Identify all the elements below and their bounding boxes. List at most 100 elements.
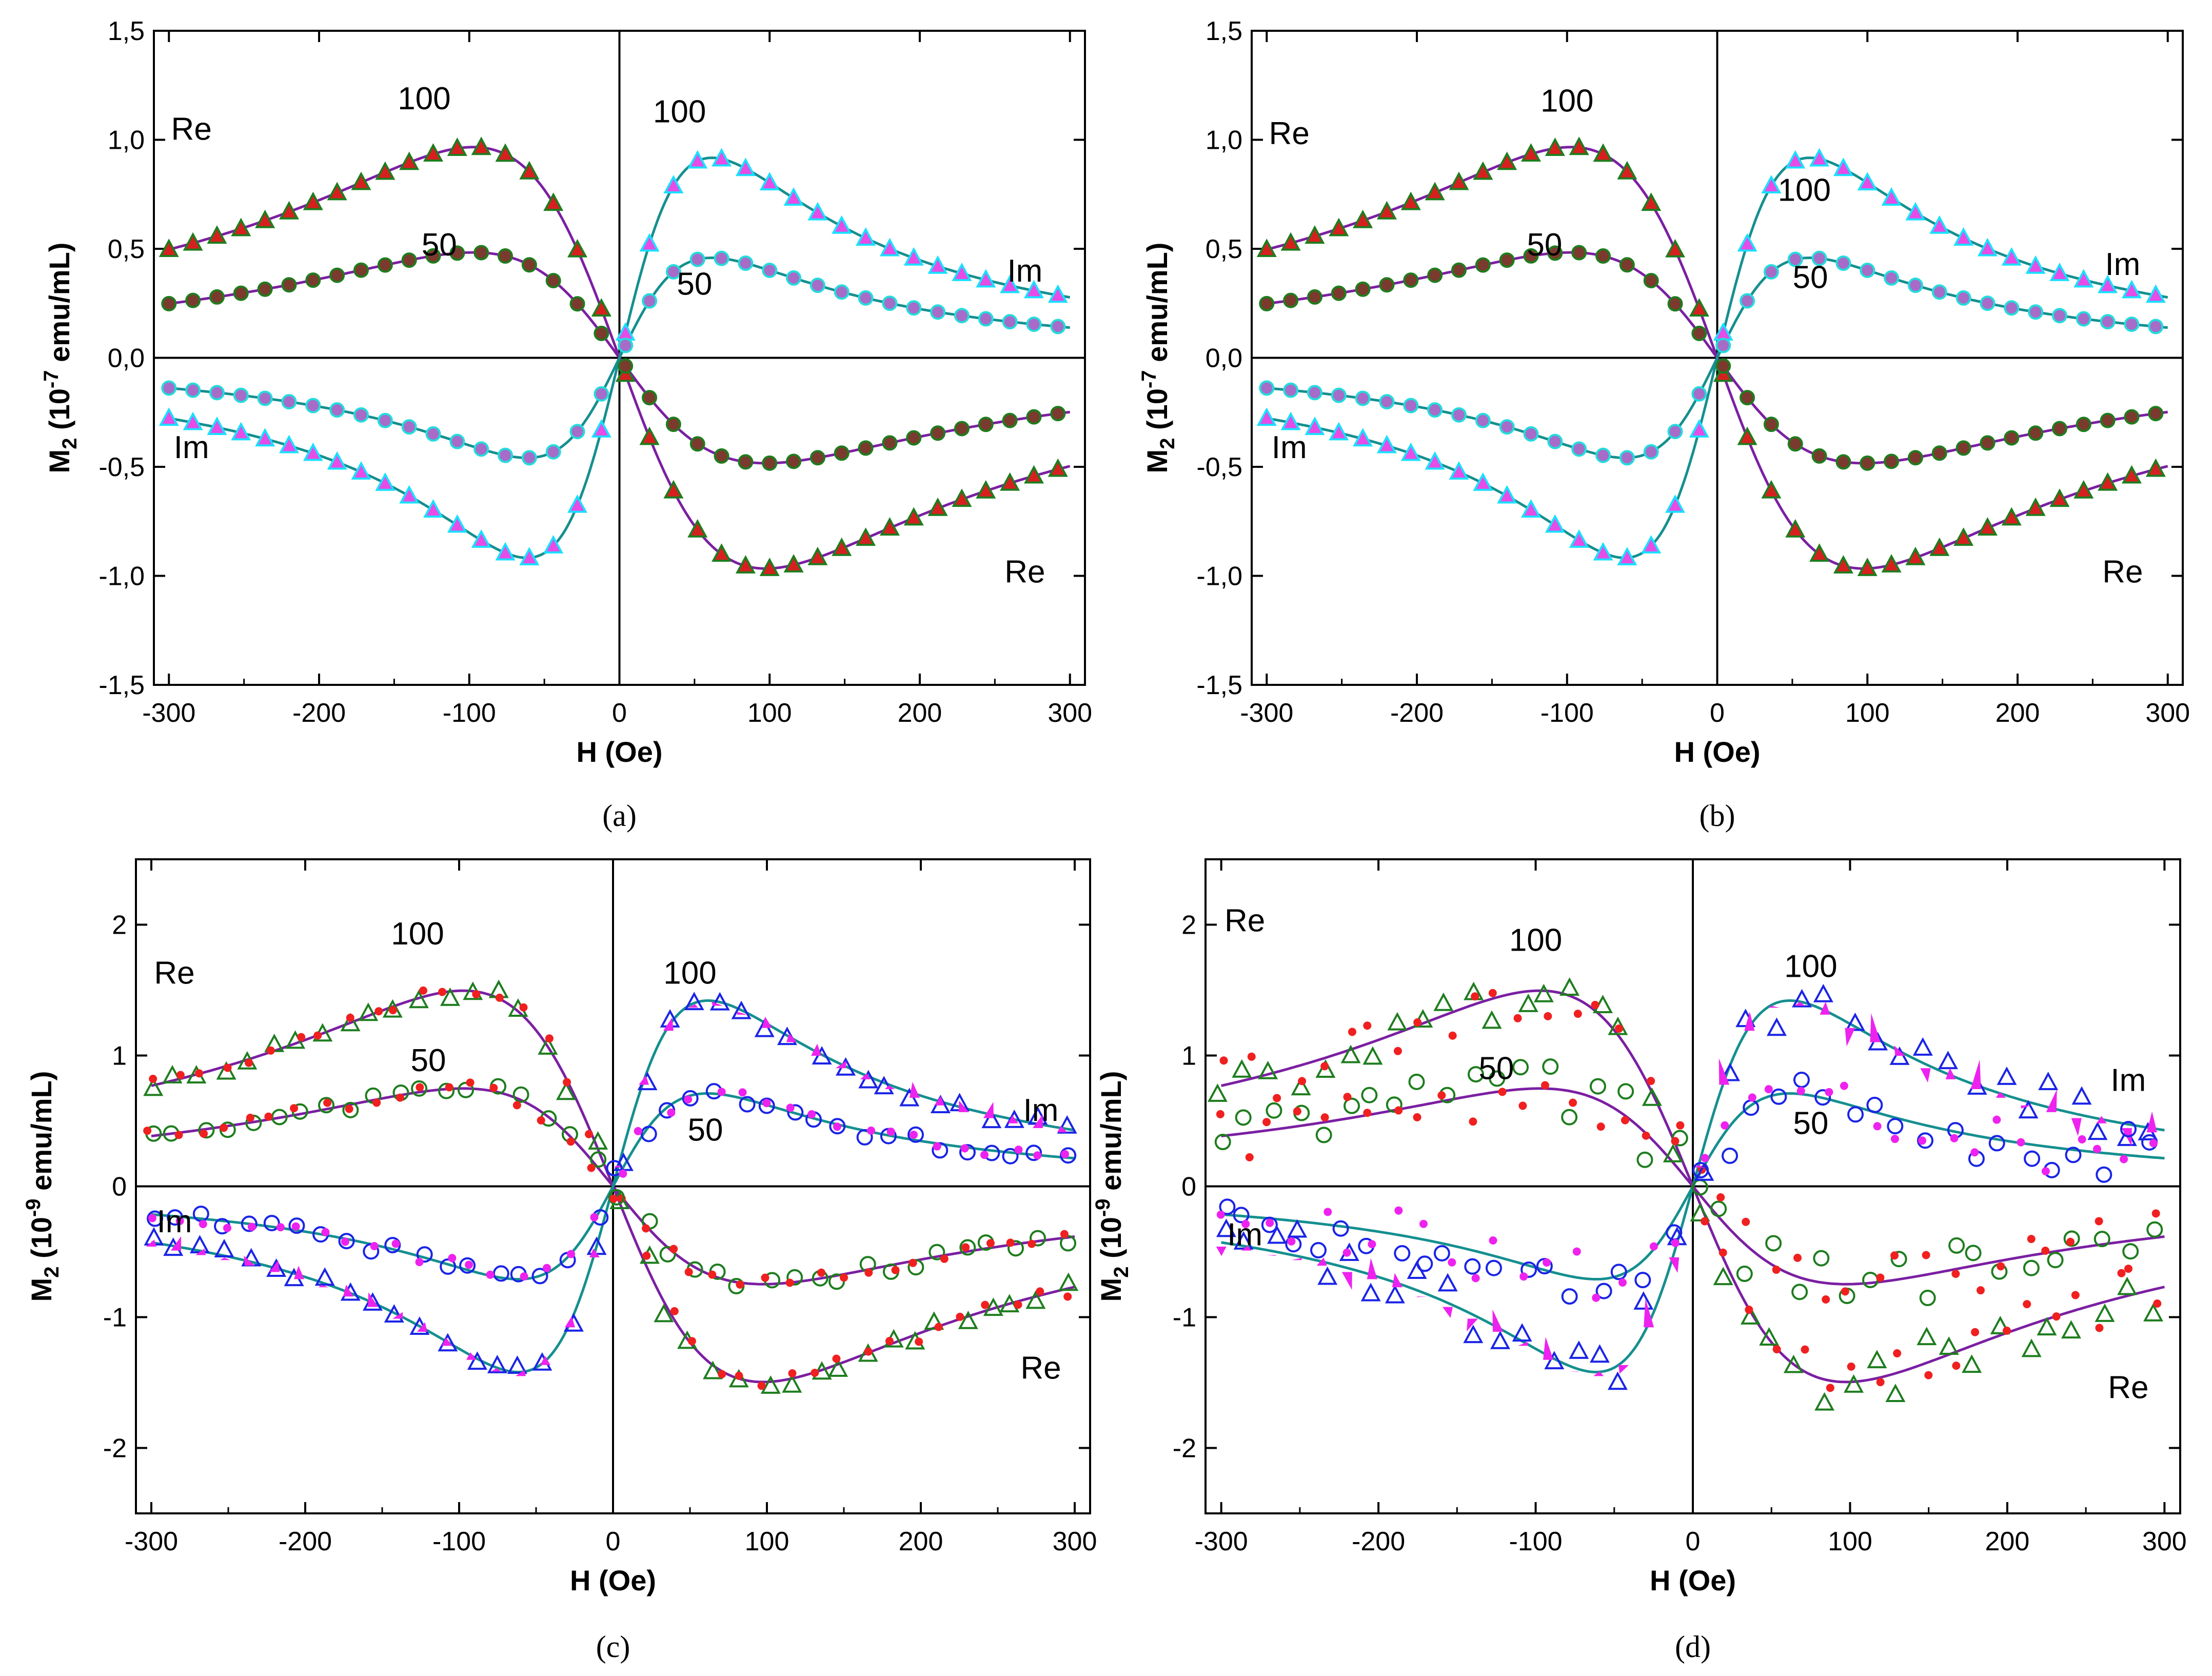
curve-annotation: Im xyxy=(2110,1062,2146,1098)
data-point-im-50-dot xyxy=(867,1126,876,1135)
data-point-re-50-dot xyxy=(246,1113,254,1122)
data-point-re-100-open xyxy=(588,1131,608,1150)
data-point-re-100-open xyxy=(924,1311,944,1330)
y-tick-label: 1,5 xyxy=(108,16,145,46)
data-point-im-100-filled xyxy=(589,1248,600,1258)
data-point-re-100-dot xyxy=(195,1069,204,1078)
data-point-re-100-dot xyxy=(1801,1345,1809,1354)
data-point-im-50-dot xyxy=(1592,1293,1601,1302)
data-point-im-50 xyxy=(930,304,946,320)
data-point-im-50-open xyxy=(2065,1147,2082,1164)
data-point-im-50-dot xyxy=(1873,1122,1882,1131)
y-tick-label: 1,0 xyxy=(1206,126,1242,155)
data-point-im-100-filled xyxy=(1870,1013,1881,1042)
data-point-im-50 xyxy=(1427,402,1443,418)
data-point-re-100-dot xyxy=(687,1337,696,1346)
data-point-im-100-filled xyxy=(1769,1005,1780,1008)
data-point-im-50-dot xyxy=(465,1260,473,1269)
data-point-re-100 xyxy=(519,161,540,180)
data-point-im-50-dot xyxy=(2078,1135,2086,1143)
data-point-im-50-dot xyxy=(276,1223,285,1232)
y-axis-title-exponent: -9 xyxy=(22,1198,45,1217)
data-point-im-50 xyxy=(1667,424,1683,440)
data-point-im-50-dot xyxy=(520,1272,528,1281)
data-point-im-50-dot xyxy=(619,1169,627,1178)
data-point-im-100-filled xyxy=(1416,1296,1428,1297)
data-point-re-100-dot xyxy=(1036,1287,1044,1296)
data-point-re-50-dot xyxy=(396,1093,404,1102)
curve-annotation: Im xyxy=(2105,247,2140,282)
data-point-re-100 xyxy=(1000,472,1020,491)
x-tick-label: 0 xyxy=(606,1527,621,1556)
data-point-im-100-open xyxy=(709,992,730,1011)
data-point-im-100-filled xyxy=(442,1337,452,1346)
data-point-im-100-open xyxy=(2087,1121,2108,1140)
data-point-im-100-open xyxy=(981,1110,1002,1129)
y-tick-label: 0 xyxy=(1181,1172,1196,1202)
data-point-re-50 xyxy=(305,272,321,288)
data-point-im-50 xyxy=(738,255,754,271)
data-point-re-100-open xyxy=(1291,1077,1311,1096)
data-point-im-50 xyxy=(449,433,465,449)
curve-annotation: Re xyxy=(1269,116,1310,151)
y-tick-label: -0,5 xyxy=(1196,452,1242,482)
data-point-im-100-filled xyxy=(1008,1115,1018,1123)
data-point-re-50 xyxy=(329,267,345,283)
curve-annotation: Re xyxy=(171,112,212,147)
data-point-im-100 xyxy=(1569,529,1589,548)
data-point-re-50-dot xyxy=(445,1083,453,1092)
data-point-im-100-filled xyxy=(1794,1001,1805,1006)
data-point-re-50 xyxy=(257,281,273,297)
data-point-im-100-open xyxy=(1845,1012,1865,1031)
data-point-re-50-dot xyxy=(1006,1238,1015,1247)
data-point-re-100 xyxy=(903,507,924,526)
data-point-re-100 xyxy=(1809,543,1830,562)
data-point-im-100 xyxy=(399,485,420,504)
data-point-im-50-dot xyxy=(223,1224,232,1232)
data-point-im-100-open xyxy=(1997,1066,2017,1085)
data-point-im-50 xyxy=(642,293,658,309)
data-point-re-100 xyxy=(1905,546,1926,565)
data-point-im-50-dot xyxy=(1701,1154,1709,1162)
data-point-im-50-dot xyxy=(247,1223,256,1231)
data-point-re-100-open xyxy=(1433,992,1454,1011)
y-tick-label: 0 xyxy=(112,1172,127,1202)
data-point-re-50-dot xyxy=(840,1273,848,1282)
data-point-re-100 xyxy=(2073,480,2094,499)
data-point-re-100 xyxy=(856,527,876,546)
data-point-re-50-dot xyxy=(940,1254,949,1263)
data-point-im-50 xyxy=(1860,262,1875,278)
data-point-re-100 xyxy=(712,543,732,562)
data-point-re-50-open xyxy=(1266,1102,1282,1119)
data-point-im-100 xyxy=(1737,233,1757,252)
data-point-re-100 xyxy=(1641,192,1662,211)
data-point-re-50 xyxy=(1002,412,1018,428)
data-point-im-100 xyxy=(1256,407,1277,426)
data-point-im-50 xyxy=(714,250,729,266)
data-point-re-50-open xyxy=(318,1097,335,1114)
curve-annotation: 100 xyxy=(1540,83,1593,119)
data-point-re-100-dot xyxy=(1063,1292,1072,1301)
x-tick-label: 100 xyxy=(1845,698,1890,728)
data-point-re-100-dot xyxy=(2002,1326,2011,1335)
data-point-im-50-dot xyxy=(448,1254,457,1263)
data-point-re-100 xyxy=(735,555,756,574)
data-point-im-50 xyxy=(2148,319,2164,334)
y-axis-title-prefix: (10 xyxy=(1141,388,1173,438)
data-point-im-100-filled xyxy=(1241,1246,1252,1251)
y-tick-label: 2 xyxy=(112,911,127,940)
data-point-re-50 xyxy=(930,425,946,441)
data-point-re-100-open xyxy=(1917,1327,1937,1346)
data-point-re-100-open xyxy=(2021,1338,2042,1357)
data-point-re-100-open xyxy=(2061,1320,2081,1339)
data-point-re-50 xyxy=(1619,257,1635,273)
data-point-re-50-dot xyxy=(2066,1237,2075,1246)
y-axis-title-subscript: 2 xyxy=(1110,1267,1133,1278)
data-point-im-100 xyxy=(1473,472,1493,491)
data-point-im-100 xyxy=(543,535,564,554)
data-point-re-50 xyxy=(906,430,922,446)
x-axis-title: H (Oe) xyxy=(577,736,663,768)
data-point-im-100-filled xyxy=(171,1236,182,1251)
x-tick-label: 100 xyxy=(1828,1527,1872,1556)
data-point-im-100 xyxy=(375,472,396,491)
